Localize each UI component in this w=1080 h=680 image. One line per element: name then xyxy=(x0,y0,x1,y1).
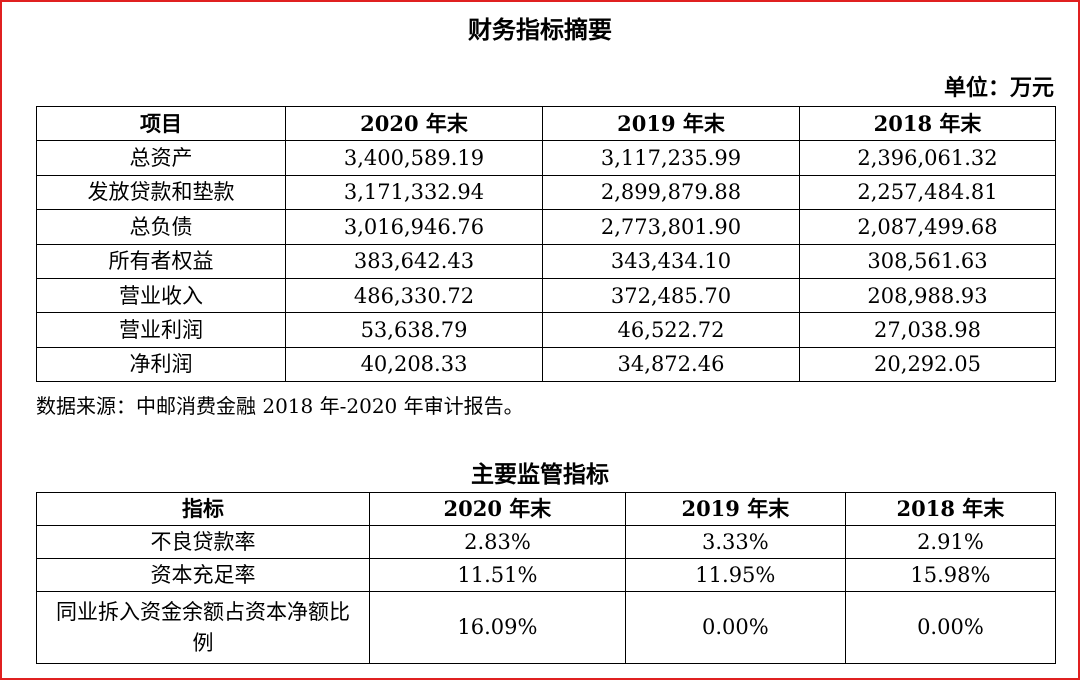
table-row: 同业拆入资金余额占资本净额比例 16.09% 0.00% 0.00% xyxy=(35,591,1057,664)
table-header-row: 指标 2020 年末 2019 年末 2018 年末 xyxy=(35,492,1057,526)
table-cell: 372,485.70 xyxy=(542,277,800,314)
row-label: 发放贷款和垫款 xyxy=(35,174,287,211)
table-row: 所有者权益 383,642.43 343,434.10 308,561.63 xyxy=(35,243,1057,279)
table-cell: 0.00% xyxy=(844,591,1057,664)
table-cell: 2,396,061.32 xyxy=(798,140,1057,176)
table-cell: 53,638.79 xyxy=(285,312,543,348)
header-cell: 2020 年末 xyxy=(369,492,626,526)
table-cell: 3,117,235.99 xyxy=(542,140,800,176)
table-cell: 34,872.46 xyxy=(542,346,800,383)
table-cell: 20,292.05 xyxy=(798,346,1057,383)
regulatory-indicators-table: 指标 2020 年末 2019 年末 2018 年末 不良贷款率 2.83% 3… xyxy=(35,492,1057,664)
table-cell: 11.51% xyxy=(369,558,626,592)
regulatory-indicators-title: 主要监管指标 xyxy=(471,461,609,488)
table-row: 总资产 3,400,589.19 3,117,235.99 2,396,061.… xyxy=(35,140,1057,176)
row-label: 总负债 xyxy=(35,209,287,245)
row-label: 总资产 xyxy=(35,140,287,176)
header-cell: 项目 xyxy=(35,105,287,142)
financial-summary-title: 财务指标摘要 xyxy=(468,15,612,44)
table-cell: 486,330.72 xyxy=(285,277,543,314)
header-cell: 2018 年末 xyxy=(798,105,1057,142)
table-cell: 15.98% xyxy=(844,558,1057,592)
table-cell: 27,038.98 xyxy=(798,312,1057,348)
table-row: 营业利润 53,638.79 46,522.72 27,038.98 xyxy=(35,312,1057,348)
table-cell: 46,522.72 xyxy=(542,312,800,348)
table-cell: 2,087,499.68 xyxy=(798,209,1057,245)
table-cell: 208,988.93 xyxy=(798,277,1057,314)
header-cell: 指标 xyxy=(35,492,371,526)
row-label: 不良贷款率 xyxy=(35,525,371,559)
row-label: 营业收入 xyxy=(35,277,287,314)
table-cell: 3,171,332.94 xyxy=(285,174,543,211)
table-cell: 0.00% xyxy=(624,591,846,664)
row-label: 营业利润 xyxy=(35,312,287,348)
table-row: 净利润 40,208.33 34,872.46 20,292.05 xyxy=(35,346,1057,383)
table-cell: 308,561.63 xyxy=(798,243,1057,279)
table-cell: 2,257,484.81 xyxy=(798,174,1057,211)
table-row: 不良贷款率 2.83% 3.33% 2.91% xyxy=(35,525,1057,559)
table-cell: 11.95% xyxy=(624,558,846,592)
table-row: 资本充足率 11.51% 11.95% 15.98% xyxy=(35,558,1057,592)
table-cell: 3,400,589.19 xyxy=(285,140,543,176)
header-cell: 2019 年末 xyxy=(624,492,846,526)
table-cell: 2.83% xyxy=(369,525,626,559)
table-row: 发放贷款和垫款 3,171,332.94 2,899,879.88 2,257,… xyxy=(35,174,1057,211)
row-label: 资本充足率 xyxy=(35,558,371,592)
table-row: 总负债 3,016,946.76 2,773,801.90 2,087,499.… xyxy=(35,209,1057,245)
table-cell: 2,899,879.88 xyxy=(542,174,800,211)
table-cell: 3.33% xyxy=(624,525,846,559)
table-cell: 16.09% xyxy=(369,591,626,664)
row-label: 同业拆入资金余额占资本净额比例 xyxy=(35,591,371,664)
header-cell: 2018 年末 xyxy=(844,492,1057,526)
table-cell: 343,434.10 xyxy=(542,243,800,279)
table-cell: 2,773,801.90 xyxy=(542,209,800,245)
table-cell: 2.91% xyxy=(844,525,1057,559)
table-row: 营业收入 486,330.72 372,485.70 208,988.93 xyxy=(35,277,1057,314)
row-label: 净利润 xyxy=(35,346,287,383)
table-cell: 3,016,946.76 xyxy=(285,209,543,245)
data-source-note: 数据来源：中邮消费金融 2018 年-2020 年审计报告。 xyxy=(36,394,524,418)
table-header-row: 项目 2020 年末 2019 年末 2018 年末 xyxy=(35,105,1057,142)
header-cell: 2019 年末 xyxy=(542,105,800,142)
unit-label: 单位：万元 xyxy=(943,75,1054,101)
table-cell: 40,208.33 xyxy=(285,346,543,383)
table-cell: 383,642.43 xyxy=(285,243,543,279)
row-label: 所有者权益 xyxy=(35,243,287,279)
financial-summary-table: 项目 2020 年末 2019 年末 2018 年末 总资产 3,400,589… xyxy=(35,105,1057,383)
header-cell: 2020 年末 xyxy=(285,105,543,142)
